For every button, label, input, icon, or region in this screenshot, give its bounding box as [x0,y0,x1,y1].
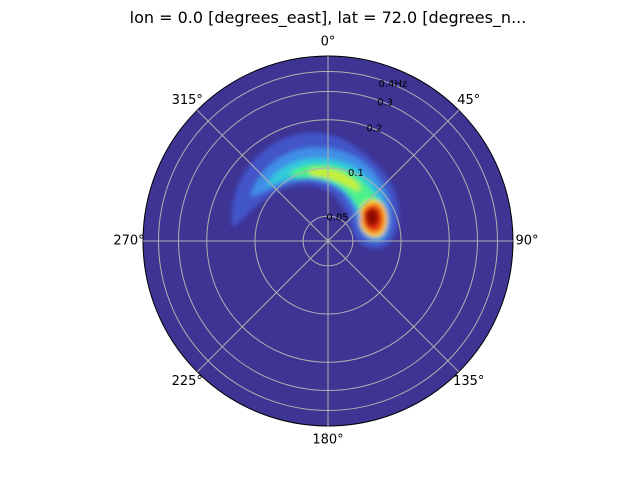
contour-peak [366,209,378,225]
angular-gridline-1 [327,109,460,242]
contour-level-4 [288,164,381,231]
angle-tick-label: 0° [321,35,336,50]
angular-gridline-3 [327,240,460,373]
angular-tick-labels: 0° 45° 90° 135° 180° 225° 270° 315° [113,35,538,448]
contour-level-5 [308,168,361,191]
angular-gridline-7 [196,109,329,242]
angle-tick-label: 45° [457,93,480,108]
angle-tick-label: 180° [312,433,343,448]
energy-contours [231,132,399,249]
radial-tick-labels: 0.05 0.1 0.2 0.3 0.4Hz [326,79,407,224]
angle-tick-label: 270° [113,234,144,249]
radial-tick-label: 0.1 [348,168,364,179]
angle-tick-label: 135° [453,374,484,389]
angle-tick-label: 90° [515,234,538,249]
angle-tick-label: 315° [172,93,203,108]
radial-tick-label: 0.05 [326,213,348,224]
radial-tick-label: 0.2 [366,123,382,134]
radial-tick-label: 0.4Hz [379,79,408,90]
angle-tick-label: 225° [172,374,203,389]
chart-title: lon = 0.0 [degrees_east], lat = 72.0 [de… [130,8,527,28]
radial-tick-label: 0.3 [377,97,393,108]
polar-grid [143,56,513,426]
angular-gridline-5 [196,240,329,373]
